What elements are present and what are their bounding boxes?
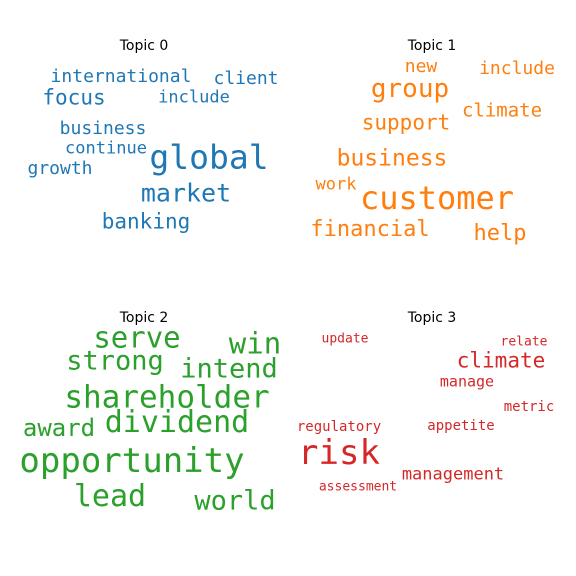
topic-2-word-lead: lead	[73, 479, 147, 514]
topic-2-word-strong: strong	[66, 345, 164, 377]
topic-0-word-banking: banking	[101, 209, 191, 234]
topic-0-panel: Topic 0 international client focus inclu…	[0, 0, 288, 288]
topic-0-title: Topic 0	[119, 38, 169, 54]
topic-0-word-continue: continue	[65, 138, 147, 159]
topic-2-word-world: world	[194, 485, 276, 517]
topic-0-word-global: global	[149, 137, 269, 177]
topic-2-word-intend: intend	[180, 353, 278, 385]
topic-1-word-climate: climate	[461, 99, 543, 122]
topic-2-title: Topic 2	[119, 310, 169, 326]
topic-3-word-relate: relate	[500, 334, 548, 350]
topic-3-word-appetite: appetite	[427, 418, 495, 434]
topic-3-word-manage: manage	[439, 372, 495, 391]
topic-2-panel: Topic 2 serve win strong intend sharehol…	[0, 272, 288, 560]
topic-3-word-regulatory: regulatory	[296, 419, 382, 435]
topic-0-word-focus: focus	[42, 85, 106, 110]
topic-2-word-opportunity: opportunity	[19, 441, 245, 481]
topic-2-word-dividend: dividend	[104, 405, 250, 440]
topic-3-word-risk: risk	[298, 433, 380, 473]
topic-1-word-business: business	[336, 145, 448, 172]
topic-3-word-update: update	[321, 331, 369, 347]
topic-3-panel: Topic 3 update relate climate manage met…	[288, 272, 576, 560]
topic-0-word-market: market	[140, 178, 232, 208]
topic-2-word-shareholder: shareholder	[64, 379, 270, 416]
topic-3-title: Topic 3	[407, 310, 457, 326]
topic-0-word-international: international	[50, 66, 192, 87]
topic-1-word-support: support	[361, 110, 451, 135]
topic-1-word-financial: financial	[310, 217, 430, 242]
topic-3-word-assessment: assessment	[318, 479, 398, 495]
topic-2-word-award: award	[22, 414, 96, 442]
topic-1-panel: Topic 1 new include group climate suppor…	[288, 0, 576, 288]
topic-1-word-include: include	[479, 58, 555, 79]
topic-0-word-growth: growth	[27, 158, 93, 179]
topic-3-word-metric: metric	[503, 399, 555, 415]
topic-1-word-customer: customer	[359, 179, 515, 217]
topic-3-word-management: management	[401, 464, 505, 485]
topic-0-word-business: business	[59, 118, 147, 139]
topic-0-word-include: include	[158, 87, 230, 108]
topic-1-word-new: new	[404, 56, 438, 77]
topic-0-word-client: client	[213, 68, 279, 89]
topic-2-word-serve: serve	[93, 320, 181, 355]
topic-2-word-win: win	[228, 326, 282, 361]
topic-3-word-climate: climate	[456, 348, 546, 373]
topic-1-word-work: work	[315, 174, 357, 195]
topic-1-title: Topic 1	[407, 38, 457, 54]
topic-1-word-group: group	[370, 74, 450, 104]
topic-1-word-help: help	[473, 221, 527, 246]
